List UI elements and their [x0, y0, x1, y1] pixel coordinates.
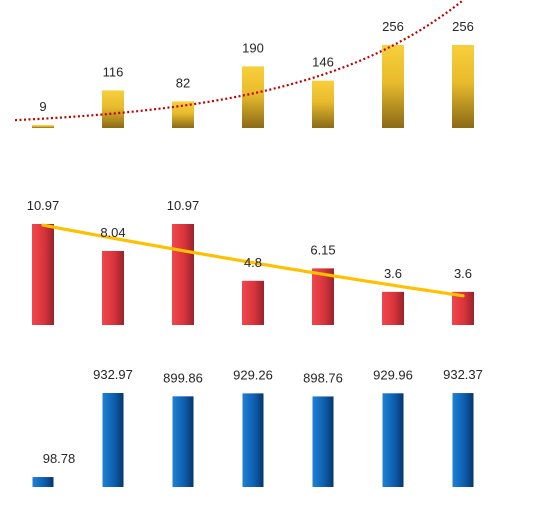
blue-data-label-5: 898.76: [303, 370, 343, 385]
gold-bar-7: [452, 45, 474, 128]
blue-data-label-1: 98.78: [43, 451, 76, 466]
red-bar-1: [32, 224, 54, 325]
red-bar-6: [382, 291, 404, 325]
blue-bar-chart: 98.78 932.97 899.86 929.26 898.76 929.96 932.3…: [32, 367, 483, 487]
blue-bar-6: [382, 393, 404, 487]
gold-data-label-2: 116: [103, 64, 124, 79]
gold-data-label-7: 256: [452, 19, 474, 34]
gold-bar-6: [382, 45, 404, 128]
blue-data-label-2: 932.97: [93, 367, 133, 382]
blue-bar-5: [312, 396, 334, 487]
blue-data-label-3: 899.86: [163, 370, 203, 385]
blue-bar-4: [242, 393, 264, 487]
red-data-label-7: 3.6: [454, 266, 472, 281]
blue-data-label-6: 929.96: [373, 367, 413, 382]
red-bar-7: [452, 291, 474, 325]
red-bar-5: [312, 268, 334, 325]
red-data-label-3: 10.97: [167, 198, 200, 213]
blue-bar-1: [32, 477, 54, 487]
red-bar-3: [172, 224, 194, 325]
gold-data-label-6: 256: [382, 19, 404, 34]
gold-data-label-3: 82: [176, 75, 190, 90]
red-data-label-4: 4.8: [244, 255, 262, 270]
gold-data-label-4: 190: [242, 40, 264, 55]
gold-bar-4: [242, 66, 264, 128]
red-data-label-6: 3.6: [384, 266, 402, 281]
gold-data-label-5: 146: [312, 55, 334, 70]
red-data-label-1: 10.97: [27, 198, 60, 213]
red-bar-4: [242, 280, 264, 325]
red-data-label-5: 6.15: [310, 242, 335, 257]
red-bar-2: [102, 250, 124, 325]
gold-bar-2: [102, 90, 124, 128]
gold-bar-5: [312, 80, 334, 128]
gold-bar-3: [172, 101, 194, 128]
blue-data-label-4: 929.26: [233, 367, 273, 382]
red-trendline: [41, 223, 465, 298]
gold-trendline: [14, 0, 464, 122]
red-data-label-2: 8.04: [100, 225, 125, 240]
gold-bar-chart: 9 116 82 190 146 256 256: [14, 0, 474, 128]
blue-bar-2: [102, 393, 124, 487]
blue-bar-3: [172, 396, 194, 487]
gold-data-label-1: 9: [39, 99, 46, 114]
blue-bar-7: [452, 393, 474, 487]
red-bar-chart: 10.97 8.04 10.97 4.8 6.15 3.6 3.6: [27, 198, 474, 325]
gold-bar-1: [32, 125, 54, 128]
blue-data-label-7: 932.37: [443, 367, 483, 382]
